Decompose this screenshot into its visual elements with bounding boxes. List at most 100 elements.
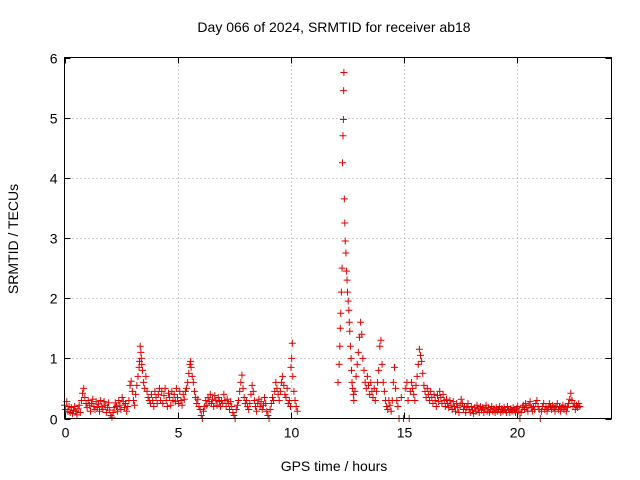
data-point bbox=[229, 408, 237, 416]
data-point bbox=[359, 354, 367, 362]
data-point bbox=[166, 393, 174, 401]
data-point bbox=[280, 381, 288, 389]
x-tick-label: 15 bbox=[397, 425, 413, 441]
data-point bbox=[154, 390, 162, 398]
y-tick-label: 5 bbox=[50, 111, 58, 127]
data-point bbox=[172, 384, 180, 392]
data-point bbox=[446, 396, 454, 404]
data-point bbox=[194, 395, 202, 403]
data-point bbox=[187, 357, 195, 365]
data-point bbox=[334, 378, 342, 386]
data-point bbox=[261, 393, 269, 401]
data-point bbox=[413, 372, 421, 380]
data-point bbox=[339, 115, 347, 123]
data-point bbox=[526, 398, 534, 406]
data-point bbox=[138, 366, 146, 374]
data-point bbox=[377, 336, 385, 344]
x-tick-label: 20 bbox=[510, 425, 526, 441]
data-point bbox=[185, 369, 193, 377]
y-tick-label: 3 bbox=[50, 231, 58, 247]
data-points bbox=[61, 69, 584, 422]
data-point bbox=[75, 401, 83, 409]
data-point bbox=[427, 387, 435, 395]
data-point bbox=[80, 384, 88, 392]
data-point bbox=[197, 411, 205, 419]
x-tick-label: 5 bbox=[175, 425, 183, 441]
data-point bbox=[335, 360, 343, 368]
data-point bbox=[394, 402, 402, 410]
data-point bbox=[367, 378, 375, 386]
data-point bbox=[379, 378, 387, 386]
data-point bbox=[137, 354, 145, 362]
data-point bbox=[339, 159, 347, 167]
y-tick-label: 2 bbox=[50, 291, 58, 307]
data-point bbox=[348, 366, 356, 374]
data-point bbox=[439, 390, 447, 398]
data-point bbox=[452, 407, 460, 415]
data-point bbox=[164, 389, 172, 397]
data-point bbox=[409, 384, 417, 392]
data-point bbox=[288, 339, 296, 347]
data-point bbox=[433, 392, 441, 400]
data-point bbox=[449, 398, 457, 406]
data-point bbox=[473, 401, 481, 409]
data-point bbox=[186, 360, 194, 368]
data-point bbox=[86, 407, 94, 415]
data-point bbox=[133, 381, 141, 389]
data-point bbox=[196, 405, 204, 413]
data-point bbox=[363, 372, 371, 380]
data-point bbox=[149, 396, 157, 404]
data-point bbox=[128, 387, 136, 395]
data-point bbox=[389, 378, 397, 386]
data-point bbox=[351, 387, 359, 395]
data-point bbox=[276, 387, 284, 395]
data-point bbox=[562, 407, 570, 415]
data-point bbox=[336, 324, 344, 332]
data-point bbox=[90, 402, 98, 410]
data-point bbox=[150, 402, 158, 410]
data-point bbox=[575, 399, 583, 407]
data-point bbox=[533, 396, 541, 404]
data-point bbox=[517, 408, 525, 416]
data-point bbox=[279, 372, 287, 380]
data-point bbox=[442, 395, 450, 403]
data-point bbox=[353, 360, 361, 368]
data-point bbox=[545, 399, 553, 407]
data-point bbox=[109, 408, 117, 416]
data-point bbox=[142, 372, 150, 380]
data-point bbox=[76, 408, 84, 416]
data-point bbox=[84, 396, 92, 404]
data-point bbox=[93, 404, 101, 412]
data-point bbox=[341, 219, 349, 227]
data-point bbox=[264, 411, 272, 419]
data-point bbox=[344, 297, 352, 305]
data-point bbox=[120, 404, 128, 412]
data-point bbox=[181, 387, 189, 395]
data-point bbox=[134, 372, 142, 380]
data-point bbox=[357, 318, 365, 326]
data-point bbox=[404, 396, 412, 404]
data-point bbox=[248, 381, 256, 389]
data-point bbox=[467, 402, 475, 410]
data-point bbox=[79, 389, 87, 397]
data-point bbox=[151, 387, 159, 395]
y-tick-label: 6 bbox=[50, 51, 58, 67]
data-point bbox=[258, 405, 266, 413]
data-point bbox=[346, 342, 354, 350]
data-point bbox=[431, 396, 439, 404]
data-point bbox=[246, 399, 254, 407]
data-point bbox=[177, 396, 185, 404]
data-point bbox=[337, 288, 345, 296]
data-point bbox=[99, 405, 107, 413]
data-point bbox=[200, 407, 208, 415]
data-point bbox=[338, 264, 346, 272]
data-point bbox=[288, 354, 296, 362]
data-point bbox=[457, 395, 465, 403]
data-point bbox=[292, 402, 300, 410]
data-point bbox=[98, 402, 106, 410]
data-point bbox=[384, 405, 392, 413]
data-point bbox=[189, 378, 197, 386]
data-point bbox=[290, 387, 298, 395]
data-point bbox=[391, 363, 399, 371]
